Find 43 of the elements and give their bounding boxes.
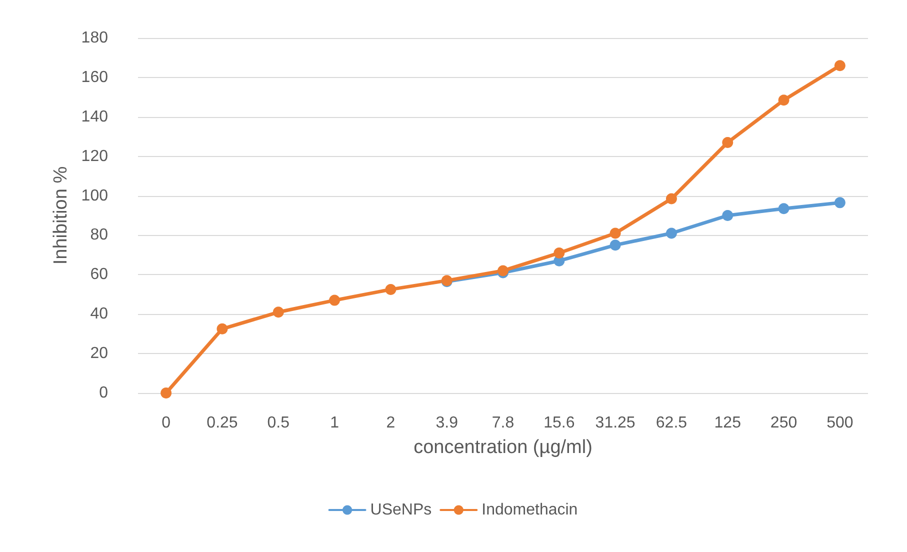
legend-label: Indomethacin [482, 502, 578, 518]
point [554, 247, 565, 258]
point [610, 240, 621, 251]
x-tick-label: 15.6 [544, 414, 575, 432]
point [834, 60, 846, 72]
y-tick-label: 80 [90, 226, 108, 244]
point [329, 294, 340, 306]
y-tick-label: 100 [81, 187, 108, 204]
x-tick-label: 7.8 [492, 414, 514, 432]
point [666, 193, 677, 204]
y-tick-label: 140 [81, 108, 108, 126]
point [834, 197, 846, 208]
point [778, 94, 790, 106]
x-tick-label: 0.5 [267, 414, 290, 432]
y-tick-label: 20 [90, 345, 108, 362]
point [722, 137, 734, 148]
x-tick-label: 0.25 [206, 414, 238, 432]
y-tick-label: 180 [81, 30, 108, 46]
y-tick-label: 40 [90, 306, 108, 323]
x-tick-label: 2 [386, 414, 396, 432]
y-tick-label: 60 [90, 266, 108, 284]
y-tick-label: 160 [81, 68, 108, 86]
x-tick-label: 3.9 [436, 414, 458, 432]
x-tick-label: 0 [162, 414, 171, 432]
point [722, 210, 734, 221]
point [160, 388, 172, 398]
point [666, 228, 677, 239]
x-tick-label: 125 [714, 414, 742, 432]
legend-label: USeNPs [370, 502, 432, 518]
x-tick-label: 500 [826, 414, 854, 432]
x-tick-label: 31.25 [595, 414, 636, 432]
y-tick-label: 0 [99, 384, 108, 402]
point [778, 203, 790, 214]
x-tick-label: 250 [770, 414, 798, 432]
x-tick-label: 62.5 [656, 414, 688, 432]
point [216, 323, 228, 334]
y-axis-title: Inhibition % [50, 166, 72, 265]
x-tick-label: 1 [330, 414, 340, 432]
x-axis-title: concentration (µg/ml) [414, 437, 592, 458]
point [610, 228, 621, 239]
y-tick-label: 120 [81, 148, 108, 165]
point [272, 306, 284, 318]
point [385, 284, 396, 295]
